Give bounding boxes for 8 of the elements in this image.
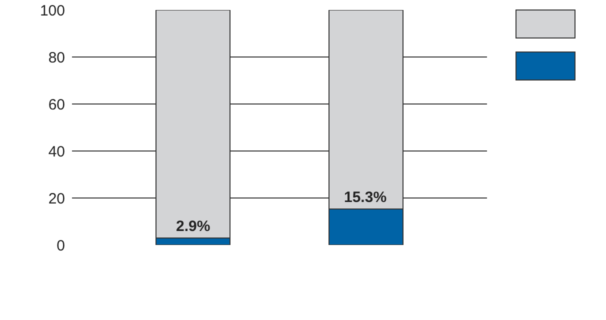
y-tick-label: 100: [40, 2, 65, 20]
y-tick-label: 20: [48, 190, 65, 208]
data-label: 15.3%: [344, 189, 387, 206]
y-tick-label: 80: [48, 49, 65, 66]
y-tick-label: 0: [56, 237, 65, 254]
data-label: 2.9%: [176, 218, 210, 235]
y-tick-label: 60: [48, 96, 65, 114]
y-tick-label: 40: [48, 143, 65, 160]
